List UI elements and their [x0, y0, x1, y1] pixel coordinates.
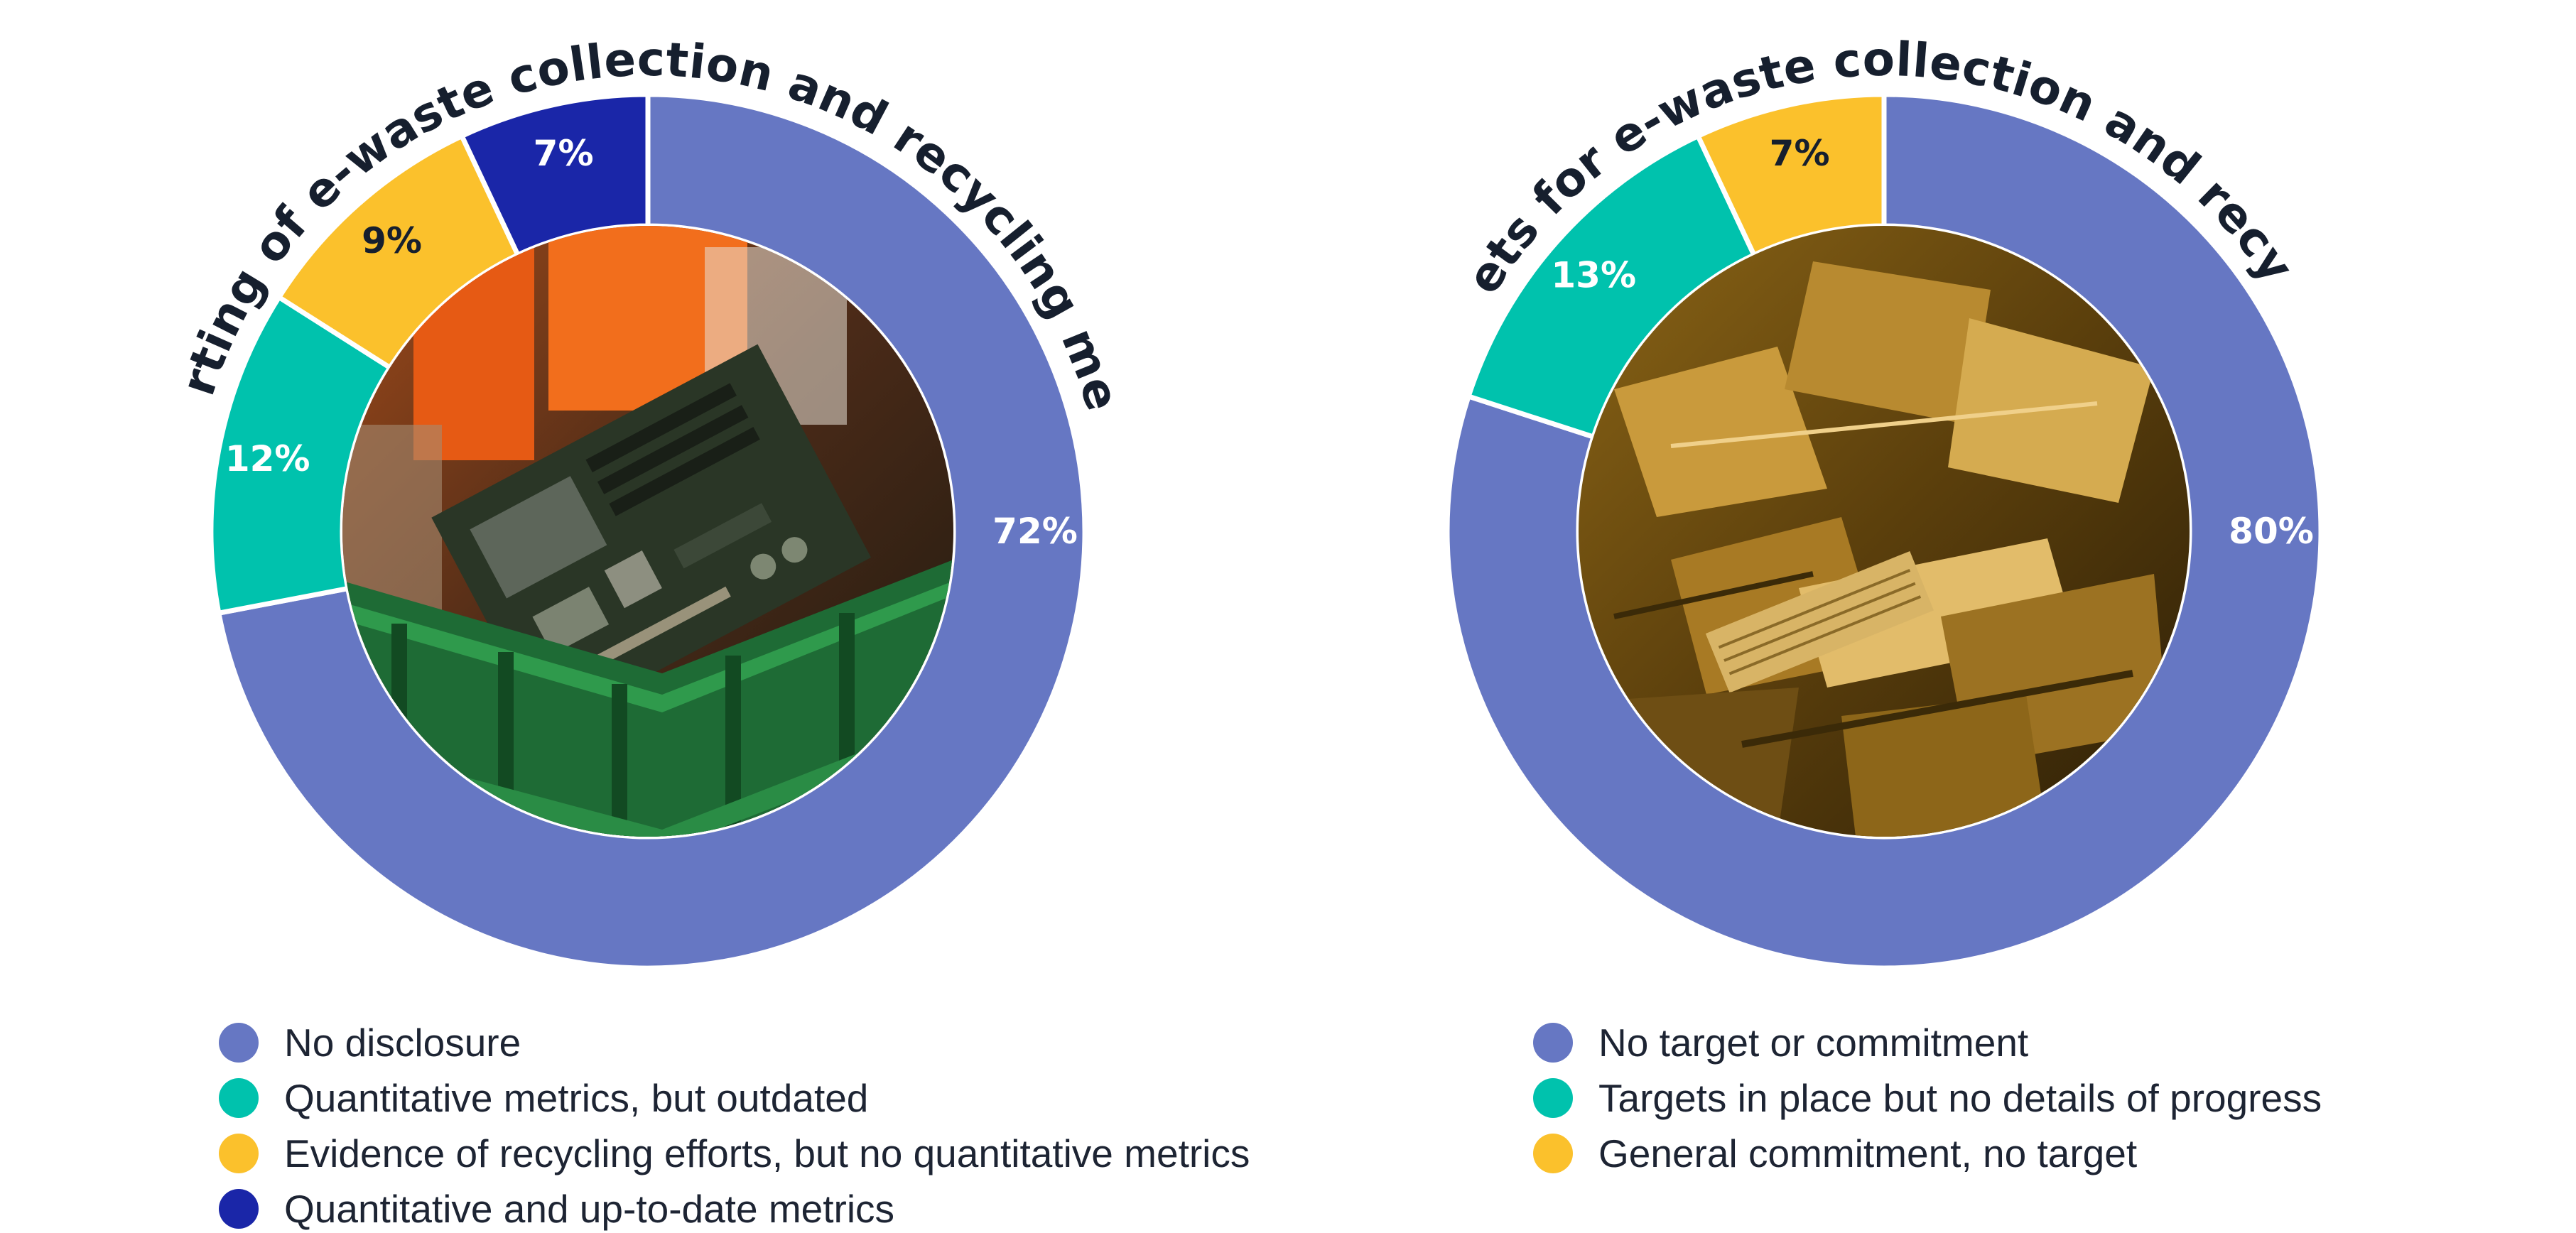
- legend-label: General commitment, no target: [1598, 1131, 2137, 1175]
- legend-label: Quantitative metrics, but outdated: [284, 1076, 868, 1120]
- legend-swatch: [219, 1134, 259, 1173]
- legend-item-evidence-of-recycling-efforts-but-no-quantitative-metrics: Evidence of recycling efforts, but no qu…: [219, 1131, 1250, 1175]
- legend-item-quantitative-metrics-but-outdated: Quantitative metrics, but outdated: [219, 1076, 868, 1120]
- legend-item-general-commitment-no-target: General commitment, no target: [1533, 1131, 2137, 1175]
- legend-swatch: [1533, 1134, 1573, 1173]
- slice-label: 72%: [992, 511, 1078, 552]
- legend-swatch: [219, 1189, 259, 1229]
- legend-label: Evidence of recycling efforts, but no qu…: [284, 1131, 1250, 1175]
- slice-labels: 80% 13% 7%: [1551, 133, 2313, 552]
- motherboard-photo-icon: [342, 226, 953, 837]
- keyboard-icon: [1705, 550, 1934, 693]
- legend-item-no-target-or-commitment: No target or commitment: [1533, 1021, 2028, 1065]
- legend-swatch: [1533, 1023, 1573, 1063]
- slice-label: 7%: [534, 133, 594, 174]
- legend-item-no-disclosure: No disclosure: [219, 1021, 521, 1065]
- legend-label: Targets in place but no details of progr…: [1598, 1076, 2322, 1120]
- legend-label: Quantitative and up-to-date metrics: [284, 1187, 894, 1231]
- legend-targets: No target or commitment Targets in place …: [1533, 1021, 2322, 1175]
- slice-label: 7%: [1770, 133, 1830, 174]
- legend-swatch: [219, 1078, 259, 1118]
- donut-chart-reporting: 72%12%9%7% Reporting of e-waste collecti…: [171, 32, 1130, 971]
- legend-label: No disclosure: [284, 1021, 521, 1065]
- legend-item-quantitative-and-up-to-date-metrics: Quantitative and up-to-date metrics: [219, 1187, 894, 1231]
- slice-no-target-or-commitment: [1444, 92, 2324, 971]
- slice-labels: 72% 12% 9% 7%: [225, 133, 1078, 552]
- donut-slices: [1444, 92, 2324, 971]
- ewaste-pile-photo-icon: [1579, 226, 2190, 837]
- legend-reporting: No disclosure Quantitative metrics, but o…: [219, 1021, 1250, 1231]
- slice-label: 9%: [362, 220, 422, 261]
- donut-slices: [208, 92, 1088, 971]
- slice-label: 13%: [1551, 255, 1636, 296]
- slice-label: 12%: [225, 438, 310, 479]
- legend-swatch: [219, 1023, 259, 1063]
- slice-label: 80%: [2229, 511, 2314, 552]
- donut-chart-targets: 80%13%7% Targets for e-waste collection …: [1444, 32, 2324, 971]
- legend-swatch: [1533, 1078, 1573, 1118]
- legend-item-targets-in-place-but-no-details-of-progress: Targets in place but no details of progr…: [1533, 1076, 2322, 1120]
- legend-label: No target or commitment: [1598, 1021, 2028, 1065]
